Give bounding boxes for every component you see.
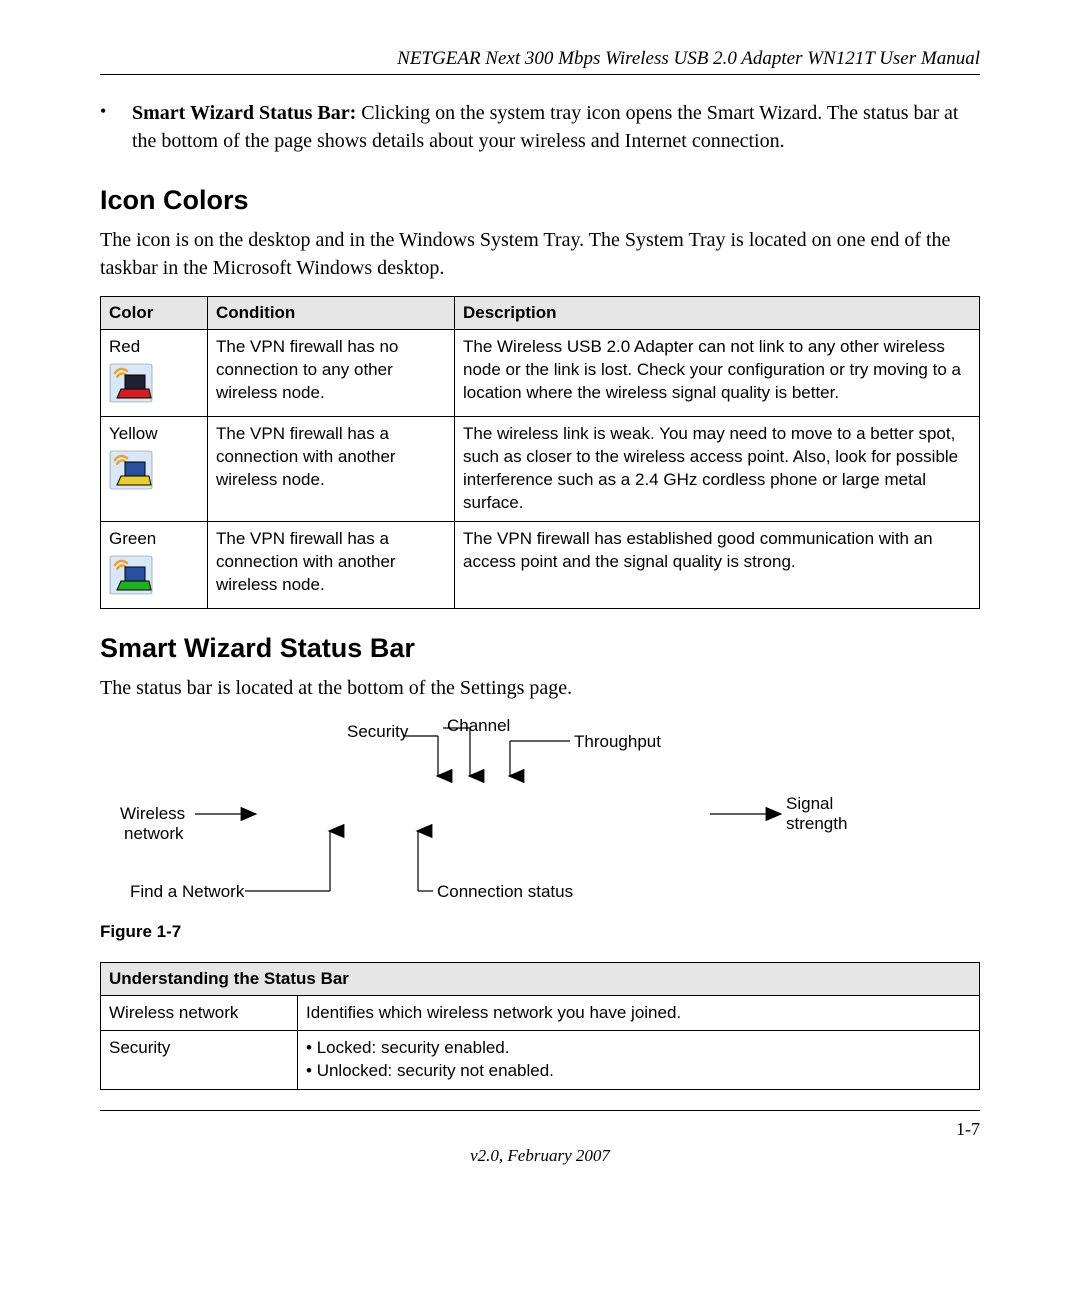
col-condition: Condition bbox=[208, 297, 455, 330]
table-row: Wireless networkIdentifies which wireles… bbox=[101, 995, 980, 1031]
status-label-cell: Wireless network bbox=[101, 995, 298, 1031]
color-cell: Red bbox=[101, 330, 208, 417]
status-bar-heading: Smart Wizard Status Bar bbox=[100, 633, 980, 664]
condition-cell: The VPN firewall has a connection with a… bbox=[208, 416, 455, 521]
footer-rule bbox=[100, 1110, 980, 1111]
label-wireless-l1: Wireless bbox=[120, 804, 185, 824]
icon-colors-table: Color Condition Description Red The VPN … bbox=[100, 296, 980, 609]
page-number: 1-7 bbox=[100, 1119, 980, 1140]
col-color: Color bbox=[101, 297, 208, 330]
laptop-wifi-icon bbox=[109, 363, 153, 403]
color-label: Yellow bbox=[109, 423, 199, 446]
status-label-cell: Security bbox=[101, 1031, 298, 1090]
list-item: Locked: security enabled. bbox=[306, 1037, 971, 1060]
page: NETGEAR Next 300 Mbps Wireless USB 2.0 A… bbox=[0, 0, 1080, 1206]
label-channel: Channel bbox=[447, 716, 510, 736]
description-cell: The VPN firewall has established good co… bbox=[455, 521, 980, 608]
bullet-marker: • bbox=[100, 99, 132, 155]
footer: v2.0, February 2007 bbox=[100, 1146, 980, 1166]
label-signal-l1: Signal bbox=[786, 794, 833, 814]
color-cell: Yellow bbox=[101, 416, 208, 521]
label-signal-l2: strength bbox=[786, 814, 847, 834]
description-cell: The Wireless USB 2.0 Adapter can not lin… bbox=[455, 330, 980, 417]
color-label: Red bbox=[109, 336, 199, 359]
status-desc-cell: Identifies which wireless network you ha… bbox=[298, 995, 980, 1031]
label-find-network: Find a Network bbox=[130, 882, 244, 902]
status-bar-paragraph: The status bar is located at the bottom … bbox=[100, 674, 980, 702]
condition-cell: The VPN firewall has a connection with a… bbox=[208, 521, 455, 608]
label-wireless-l2: network bbox=[124, 824, 184, 844]
table-row: SecurityLocked: security enabled.Unlocke… bbox=[101, 1031, 980, 1090]
list-item: Unlocked: security not enabled. bbox=[306, 1060, 971, 1083]
table-row: Red The VPN firewall has no connection t… bbox=[101, 330, 980, 417]
status-desc-cell: Locked: security enabled.Unlocked: secur… bbox=[298, 1031, 980, 1090]
label-connection-status: Connection status bbox=[437, 882, 573, 902]
laptop-wifi-icon bbox=[109, 450, 153, 490]
header-rule bbox=[100, 74, 980, 75]
intro-bold: Smart Wizard Status Bar: bbox=[132, 102, 356, 124]
laptop-wifi-icon bbox=[109, 555, 153, 595]
status-table-header: Understanding the Status Bar bbox=[101, 962, 980, 995]
condition-cell: The VPN firewall has no connection to an… bbox=[208, 330, 455, 417]
figure-caption: Figure 1-7 bbox=[100, 922, 980, 942]
label-security: Security bbox=[347, 722, 408, 742]
footer-version: v2.0, February 2007 bbox=[150, 1146, 930, 1166]
icon-colors-paragraph: The icon is on the desktop and in the Wi… bbox=[100, 226, 980, 282]
intro-bullet: • Smart Wizard Status Bar: Clicking on t… bbox=[100, 99, 980, 155]
icon-colors-heading: Icon Colors bbox=[100, 185, 980, 216]
bullet-body: Smart Wizard Status Bar: Clicking on the… bbox=[132, 99, 980, 155]
table-row: Green The VPN firewall has a connection … bbox=[101, 521, 980, 608]
running-header: NETGEAR Next 300 Mbps Wireless USB 2.0 A… bbox=[100, 48, 980, 70]
description-cell: The wireless link is weak. You may need … bbox=[455, 416, 980, 521]
table-row: Yellow The VPN firewall has a connection… bbox=[101, 416, 980, 521]
color-cell: Green bbox=[101, 521, 208, 608]
label-throughput: Throughput bbox=[574, 732, 661, 752]
col-description: Description bbox=[455, 297, 980, 330]
color-label: Green bbox=[109, 528, 199, 551]
figure-1-7: Security Channel Throughput Wireless net… bbox=[100, 716, 980, 916]
status-bar-table: Understanding the Status Bar Wireless ne… bbox=[100, 962, 980, 1091]
